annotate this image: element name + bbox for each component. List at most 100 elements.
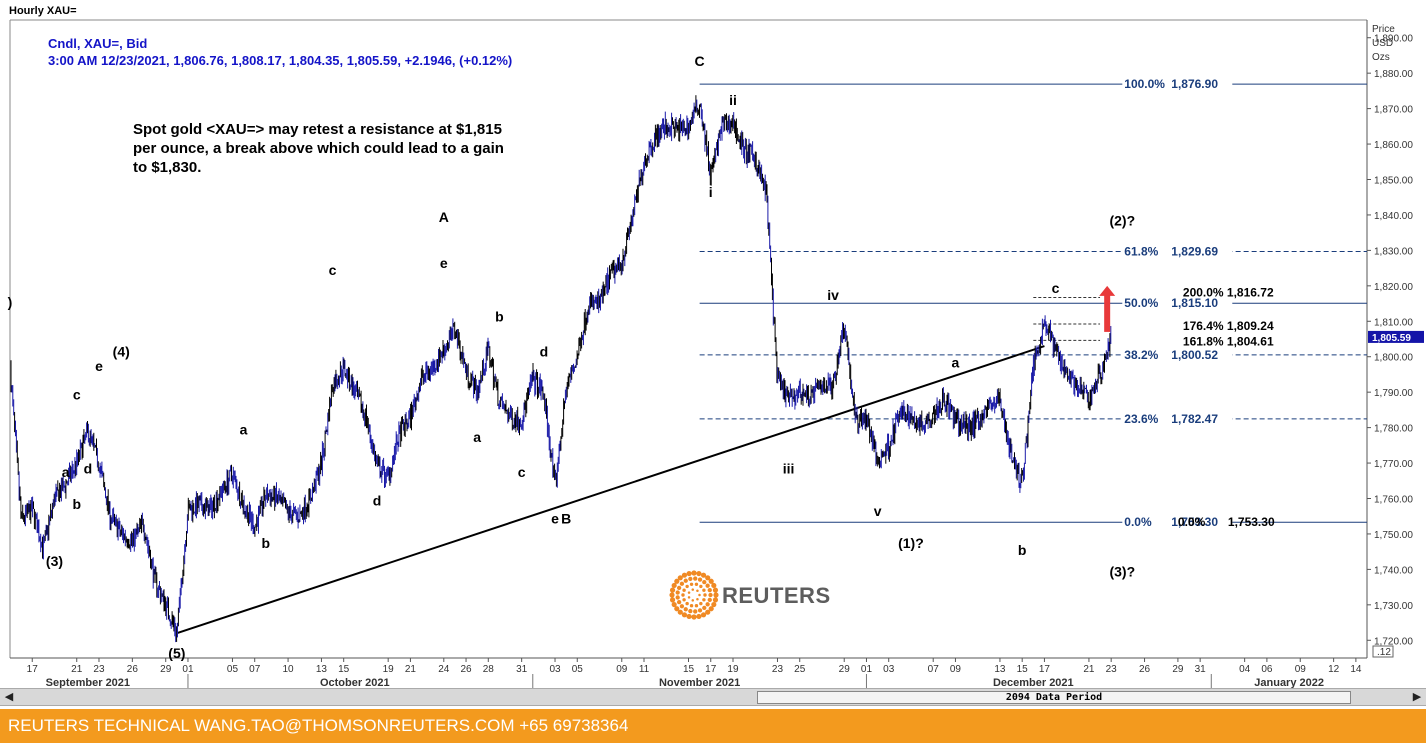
date-tick-label: 14 <box>1350 664 1362 675</box>
price-tick-label: 1,780.00 <box>1374 424 1413 435</box>
logo-dot <box>703 593 707 597</box>
price-tick-label: 1,750.00 <box>1374 530 1413 541</box>
wave-label: A <box>439 209 449 225</box>
logo-dot <box>694 582 699 586</box>
logo-dot <box>669 587 676 593</box>
wave-label: iii <box>783 461 795 477</box>
logo-dot <box>681 593 685 597</box>
logo-dot <box>696 570 702 577</box>
scroll-right-arrow-icon[interactable]: ▶ <box>1412 690 1422 703</box>
date-tick-label: 07 <box>249 664 261 675</box>
trendline-group <box>176 345 1045 635</box>
logo-dot <box>691 588 695 591</box>
wave-label: a <box>952 354 960 370</box>
price-tick-label: 1,860.00 <box>1374 140 1413 151</box>
fib-level-pct: 38.2% <box>1124 348 1158 362</box>
wave-label: e <box>440 255 448 271</box>
logo-dot <box>682 598 686 602</box>
fib-label-bg <box>1122 77 1233 91</box>
logo-dot <box>671 582 677 589</box>
wave-label: (3) <box>46 553 63 569</box>
logo-dot <box>702 579 707 585</box>
date-tick-label: 11 <box>639 664 650 675</box>
month-label: January 2022 <box>1254 677 1324 688</box>
logo-dot <box>700 612 707 618</box>
extension-price: 1,816.72 <box>1227 285 1274 299</box>
price-tick-label: 1,740.00 <box>1374 565 1413 576</box>
logo-dot <box>687 591 691 594</box>
scroll-left-arrow-icon[interactable]: ◀ <box>4 690 14 703</box>
logo-dot <box>705 602 710 607</box>
wave-label: c <box>1052 280 1060 296</box>
info-line-ohlc: 3:00 AM 12/23/2021, 1,806.76, 1,808.17, … <box>48 53 512 68</box>
fib-level-pct: 61.8% <box>1124 244 1158 258</box>
fib-level-pct: 0.0% <box>1124 515 1152 529</box>
logo-dot <box>681 612 688 618</box>
price-tick-label: 1,760.00 <box>1374 495 1413 506</box>
date-tick-label: 15 <box>338 664 350 675</box>
date-tick-label: 23 <box>93 664 105 675</box>
price-tick-label: 1,790.00 <box>1374 388 1413 399</box>
candlesticks <box>10 95 1112 643</box>
wave-label: b <box>262 535 271 551</box>
wave-label: d <box>373 493 382 509</box>
wave-label: d <box>84 461 93 477</box>
logo-dot <box>677 575 683 581</box>
logo-dot <box>671 601 677 608</box>
wave-label: c <box>518 464 526 480</box>
month-label: September 2021 <box>46 677 130 688</box>
support-trendline <box>176 345 1045 635</box>
wave-label: (1)? <box>898 535 924 551</box>
reuters-logo-text: REUTERS <box>722 583 831 608</box>
footer-banner: REUTERS TECHNICAL WANG.TAO@THOMSONREUTER… <box>0 709 1426 743</box>
logo-dot <box>705 583 710 588</box>
commentary-line-1: Spot gold <XAU=> may retest a resistance… <box>133 121 502 138</box>
logo-dot <box>693 576 698 581</box>
scroll-thumb[interactable]: 2094 Data Period <box>757 691 1351 704</box>
date-tick-label: 01 <box>182 664 194 675</box>
extension-pct: 200.0% <box>1183 285 1224 299</box>
date-tick-label: 23 <box>772 664 784 675</box>
last-price-marker: 1,805.59 <box>1368 330 1424 344</box>
date-tick-label: 13 <box>316 664 328 675</box>
fib-level-price: 1,829.69 <box>1171 244 1218 258</box>
wave-label: d <box>540 344 549 360</box>
date-tick-label: 17 <box>27 664 39 675</box>
fib-level-pct: 23.6% <box>1124 412 1158 426</box>
fib-label-bg <box>1122 296 1233 310</box>
info-line-instrument: Cndl, XAU=, Bid <box>48 36 147 51</box>
wave-label: e <box>551 510 559 526</box>
logo-dot <box>669 597 676 603</box>
breakout-arrow <box>1099 285 1116 332</box>
wave-label: (4) <box>113 344 130 360</box>
logo-dot <box>675 590 680 595</box>
date-tick-label: 29 <box>1172 664 1184 675</box>
wave-label: (3)? <box>1109 563 1135 579</box>
time-scrollbar[interactable]: ◀ 2094 Data Period ▶ <box>0 688 1426 706</box>
date-tick-label: 21 <box>405 664 417 675</box>
date-tick-label: 09 <box>1295 664 1307 675</box>
fib-label-bg <box>1122 515 1233 529</box>
price-chart[interactable]: Cndl, XAU=, Bid 3:00 AM 12/23/2021, 1,80… <box>0 0 1426 688</box>
date-tick-label: 21 <box>1083 664 1095 675</box>
logo-dot <box>699 584 703 589</box>
last-price-label: 1,805.59 <box>1372 333 1411 344</box>
logo-dot <box>702 605 707 611</box>
logo-dot <box>697 608 703 613</box>
logo-dot <box>702 598 706 602</box>
price-tick-label: 1,800.00 <box>1374 353 1413 364</box>
wave-label: c <box>73 386 81 402</box>
last-price-box <box>1368 330 1424 343</box>
date-tick-label: 31 <box>1195 664 1207 675</box>
logo-dot <box>685 584 689 589</box>
logo-dot <box>705 609 711 615</box>
logo-dot <box>712 597 719 603</box>
info-header: Cndl, XAU=, Bid 3:00 AM 12/23/2021, 1,80… <box>48 36 512 68</box>
wave-label: C <box>695 53 705 69</box>
wave-label: c <box>329 262 337 278</box>
reuters-dots-icon <box>669 570 719 620</box>
date-tick-label: 25 <box>794 664 806 675</box>
logo-dot <box>708 592 713 598</box>
price-tick-label: 1,810.00 <box>1374 317 1413 328</box>
date-tick-label: 24 <box>438 664 450 675</box>
